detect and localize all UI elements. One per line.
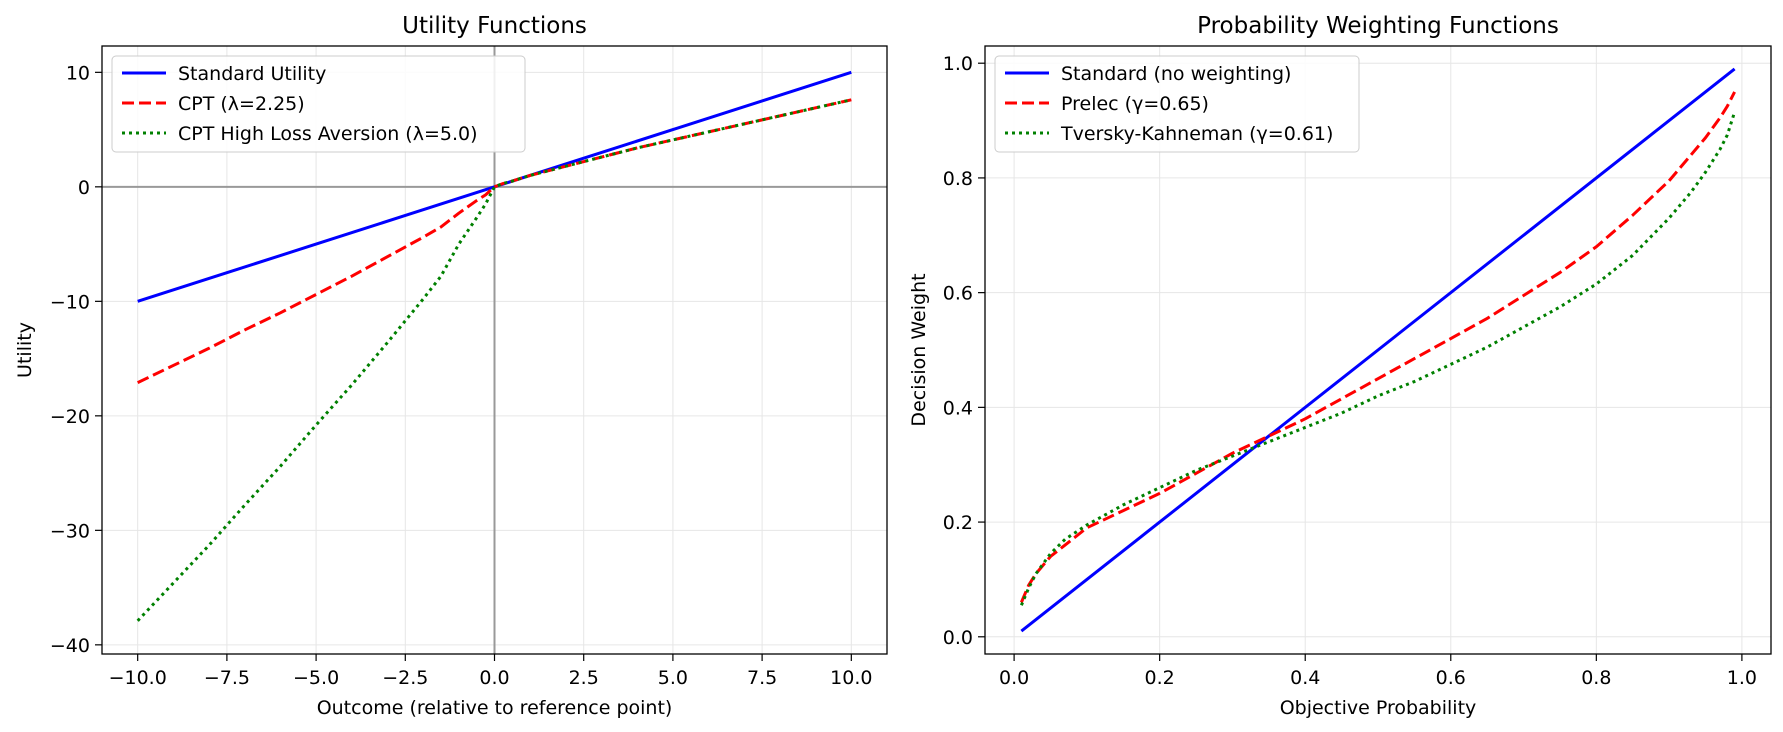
utility-x-tick-label: −5.0 (293, 667, 339, 689)
utility-x-tick-label: 2.5 (569, 667, 599, 689)
utility-x-tick-label: 0.0 (479, 667, 509, 689)
probability-y-tick-label: 0.2 (943, 512, 973, 534)
utility-chart-title: Utility Functions (402, 13, 587, 39)
probability-y-tick-label: 0.6 (943, 283, 973, 305)
probability-grid (985, 46, 1771, 654)
utility-x-tick-label: −10.0 (109, 667, 167, 689)
probability-x-tick-label: 0.6 (1436, 667, 1466, 689)
utility-legend-label-3: CPT High Loss Aversion (λ=5.0) (178, 123, 478, 145)
utility-series-line-1 (137, 70, 852, 303)
utility-series (136, 70, 852, 622)
utility-y-tick-label: −10 (50, 291, 90, 313)
utility-y-tick-label: −20 (50, 406, 90, 428)
utility-y-axis-label: Utility (14, 322, 36, 378)
probability-y-tick-label: 0.0 (943, 627, 973, 649)
probability-x-tick-label: 1.0 (1727, 667, 1757, 689)
probability-series-line-1 (1020, 67, 1736, 633)
utility-y-tick-label: 0 (78, 177, 90, 199)
utility-x-tick-label: −7.5 (204, 667, 250, 689)
probability-series-line-2 (1020, 91, 1736, 603)
probability-legend-label-1: Standard (no weighting) (1061, 63, 1291, 85)
probability-legend-label-3: Tversky-Kahneman (γ=0.61) (1060, 123, 1333, 145)
utility-x-tick-label: 5.0 (658, 667, 688, 689)
utility-legend-label-2: CPT (λ=2.25) (178, 93, 305, 115)
utility-legend-label-1: Standard Utility (178, 63, 326, 85)
probability-chart-title: Probability Weighting Functions (1197, 13, 1559, 39)
utility-y-ticks: −40 −30 −20 −10 0 10 (50, 62, 102, 657)
probability-plot-frame (984, 45, 1772, 655)
utility-y-tick-label: −30 (50, 520, 90, 542)
utility-chart-plot: −10.0 −7.5 −5.0 −2.5 0.0 2.5 5.0 7.5 10.0 −40 −30… (50, 45, 888, 689)
probability-x-tick-label: 0.0 (999, 667, 1029, 689)
utility-y-tick-label: 10 (66, 62, 90, 84)
probability-x-tick-label: 0.2 (1145, 667, 1175, 689)
probability-legend: Standard (no weighting) Prelec (γ=0.65) Tv… (994, 55, 1360, 153)
utility-x-tick-label: −2.5 (382, 667, 428, 689)
utility-y-tick-label: −40 (50, 635, 90, 657)
probability-series (1020, 67, 1737, 633)
utility-legend-box (111, 55, 526, 153)
probability-x-tick-label: 0.8 (1581, 667, 1611, 689)
probability-y-tick-label: 0.8 (943, 168, 973, 190)
probability-x-axis-label: Objective Probability (1280, 697, 1477, 719)
probability-y-ticks: 0.0 0.2 0.4 0.6 0.8 1.0 (943, 53, 985, 649)
probability-y-axis-label: Decision Weight (908, 273, 930, 426)
probability-y-tick-label: 1.0 (943, 53, 973, 75)
utility-x-axis-label: Outcome (relative to reference point) (317, 697, 673, 719)
probability-legend-label-2: Prelec (γ=0.65) (1061, 93, 1209, 115)
probability-series-line-3 (1020, 111, 1737, 606)
probability-legend-box (994, 55, 1360, 153)
utility-chart: Utility Functions −10.0 −7.5 −5.0 −2.5 0.0 2.… (14, 13, 888, 719)
utility-x-ticks: −10.0 −7.5 −5.0 −2.5 0.0 2.5 5.0 7.5 10.0 (109, 654, 872, 689)
utility-series-line-3 (136, 98, 852, 622)
probability-x-tick-label: 0.4 (1290, 667, 1320, 689)
utility-x-tick-label: 10.0 (830, 667, 872, 689)
utility-legend: Standard Utility CPT (λ=2.25) CPT High Los… (111, 55, 526, 153)
probability-x-ticks: 0.0 0.2 0.4 0.6 0.8 1.0 (999, 654, 1757, 689)
probability-y-tick-label: 0.4 (943, 397, 973, 419)
utility-x-tick-label: 7.5 (747, 667, 777, 689)
probability-chart-plot: 0.0 0.2 0.4 0.6 0.8 1.0 0.0 0.2 0.4 0.6 0.8 1.0 St… (943, 45, 1772, 689)
probability-weighting-chart: Probability Weighting Functions 0.0 0.2 0.… (908, 13, 1772, 719)
